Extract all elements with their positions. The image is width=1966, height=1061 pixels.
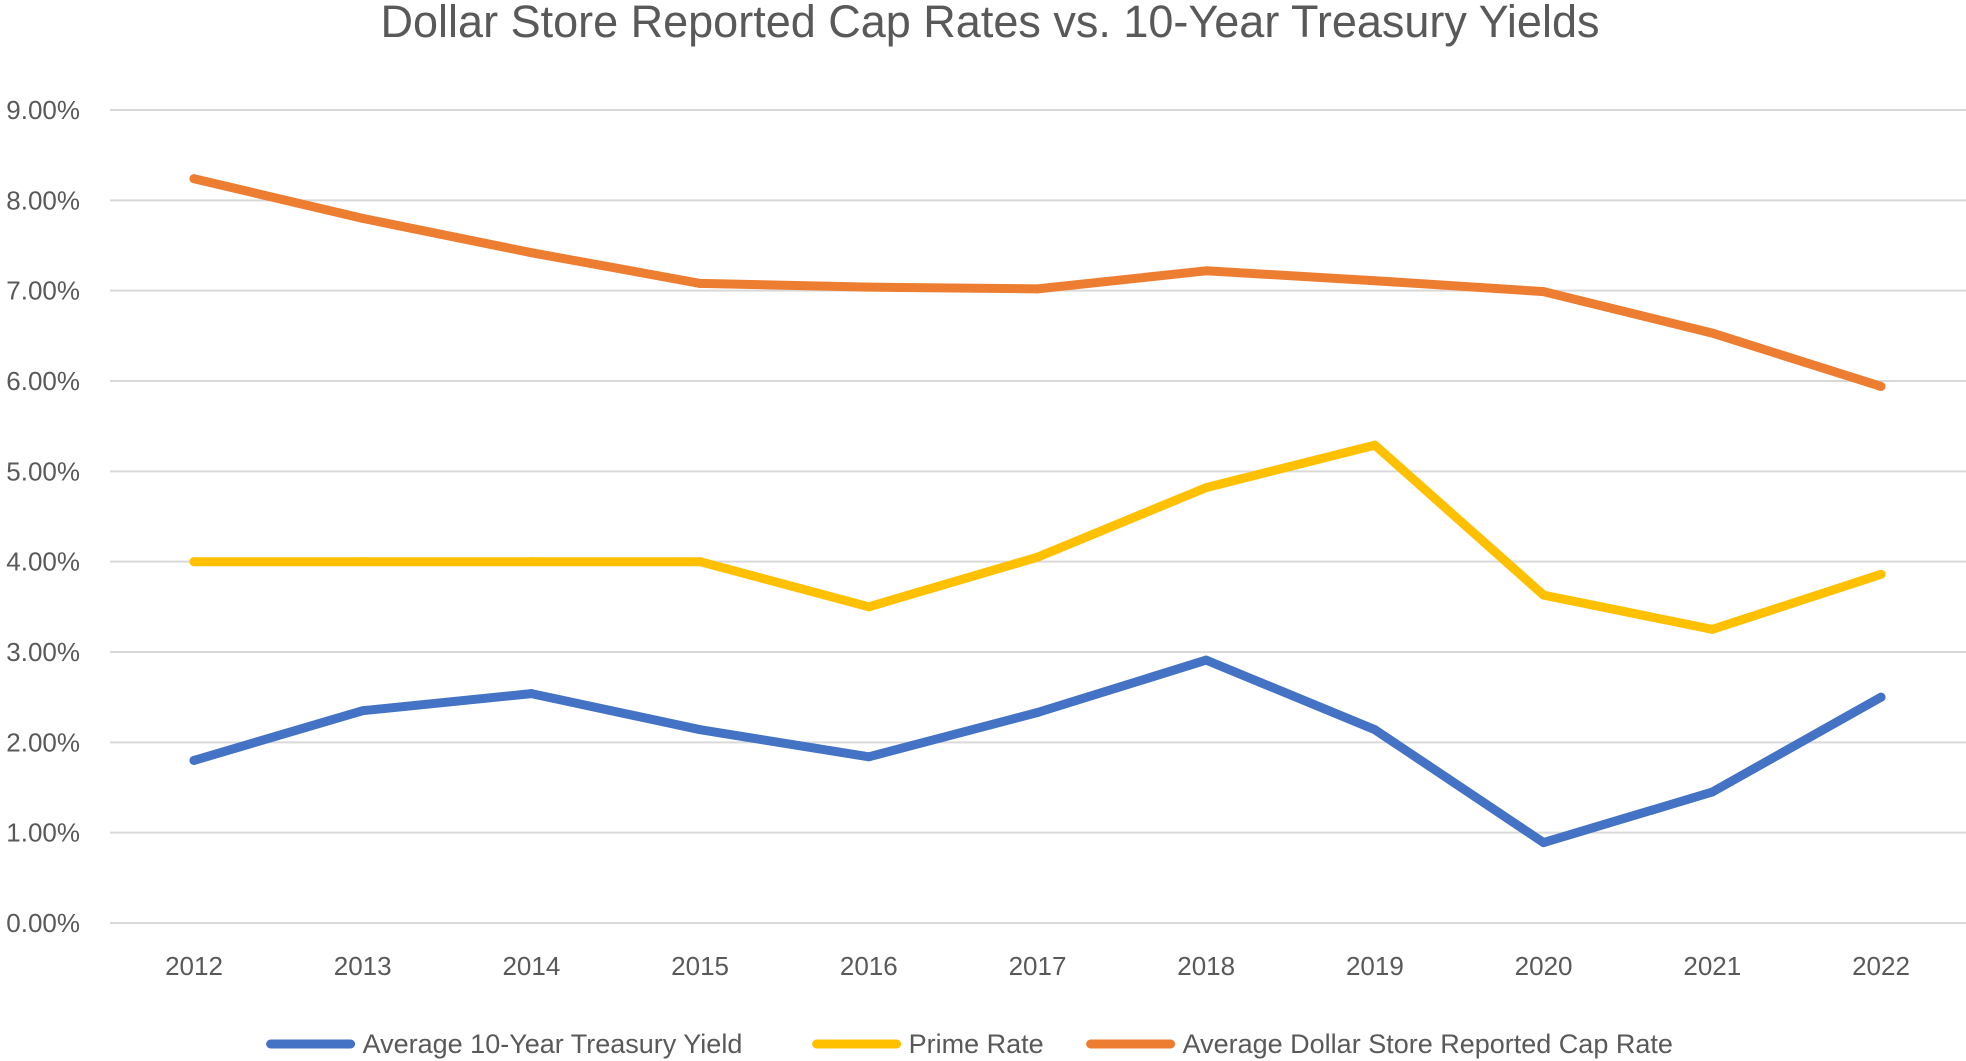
data-point	[1876, 692, 1886, 702]
x-tick-label: 2015	[671, 951, 729, 981]
x-tick-label: 2017	[1009, 951, 1067, 981]
data-point	[1876, 381, 1886, 391]
x-tick-label: 2014	[502, 951, 560, 981]
data-point	[1033, 708, 1042, 718]
x-axis-tick-labels: 2012 2013 2014 2015 2016 2017 2018 2019 2020 2021…	[165, 951, 1910, 981]
data-point	[358, 557, 368, 567]
data-point	[189, 557, 199, 567]
data-point	[189, 755, 199, 765]
y-tick-label: 3.00%	[6, 637, 80, 667]
x-tick-label: 2022	[1852, 951, 1910, 981]
y-axis-tick-labels: 0.00% 1.00% 2.00% 3.00% 4.00% 5.00% 6.00% 7.00%…	[6, 95, 80, 938]
x-tick-label: 2019	[1346, 951, 1404, 981]
data-point	[1539, 287, 1549, 297]
x-tick-label: 2018	[1177, 951, 1235, 981]
legend-label: Average 10-Year Treasury Yield	[363, 1029, 743, 1059]
data-point	[1370, 276, 1380, 286]
legend: Average 10-Year Treasury Yield Prime Rate…	[266, 1029, 1673, 1059]
data-point	[864, 602, 874, 612]
chart-title: Dollar Store Reported Cap Rates vs. 10-Y…	[381, 0, 1600, 47]
data-point	[1539, 838, 1549, 848]
data-point	[1539, 590, 1549, 600]
data-point	[1033, 284, 1042, 294]
data-point	[1201, 483, 1211, 493]
x-tick-label: 2012	[165, 951, 223, 981]
data-point	[1370, 440, 1380, 450]
legend-label: Average Dollar Store Reported Cap Rate	[1183, 1029, 1673, 1059]
y-tick-label: 8.00%	[6, 185, 80, 215]
data-point	[1033, 552, 1042, 562]
data-point	[1707, 328, 1717, 338]
data-point	[1201, 266, 1211, 276]
legend-label: Prime Rate	[909, 1029, 1044, 1059]
x-tick-label: 2016	[840, 951, 898, 981]
x-tick-label: 2021	[1683, 951, 1741, 981]
data-point	[526, 689, 536, 699]
data-point	[695, 725, 705, 735]
x-tick-label: 2013	[334, 951, 392, 981]
data-point	[695, 278, 705, 288]
y-tick-label: 2.00%	[6, 727, 80, 757]
data-point	[1876, 569, 1886, 579]
series-line-1	[189, 655, 1886, 848]
y-tick-label: 7.00%	[6, 276, 80, 306]
data-point	[864, 282, 874, 292]
data-point	[1201, 655, 1211, 665]
data-point	[358, 213, 368, 223]
y-tick-label: 1.00%	[6, 818, 80, 848]
data-point	[1370, 725, 1380, 735]
y-tick-label: 5.00%	[6, 456, 80, 486]
data-point	[864, 752, 874, 762]
series-layer	[189, 174, 1886, 848]
data-point	[358, 706, 368, 716]
y-tick-label: 4.00%	[6, 547, 80, 577]
data-point	[1707, 624, 1717, 634]
data-point	[526, 248, 536, 258]
y-tick-label: 6.00%	[6, 366, 80, 396]
series-line-2	[189, 440, 1886, 634]
data-point	[526, 557, 536, 567]
series-line-3	[189, 174, 1886, 391]
data-point	[1707, 787, 1717, 797]
data-point	[695, 557, 705, 567]
y-tick-label: 0.00%	[6, 908, 80, 938]
y-tick-label: 9.00%	[6, 95, 80, 125]
data-point	[189, 174, 199, 184]
x-tick-label: 2020	[1515, 951, 1573, 981]
